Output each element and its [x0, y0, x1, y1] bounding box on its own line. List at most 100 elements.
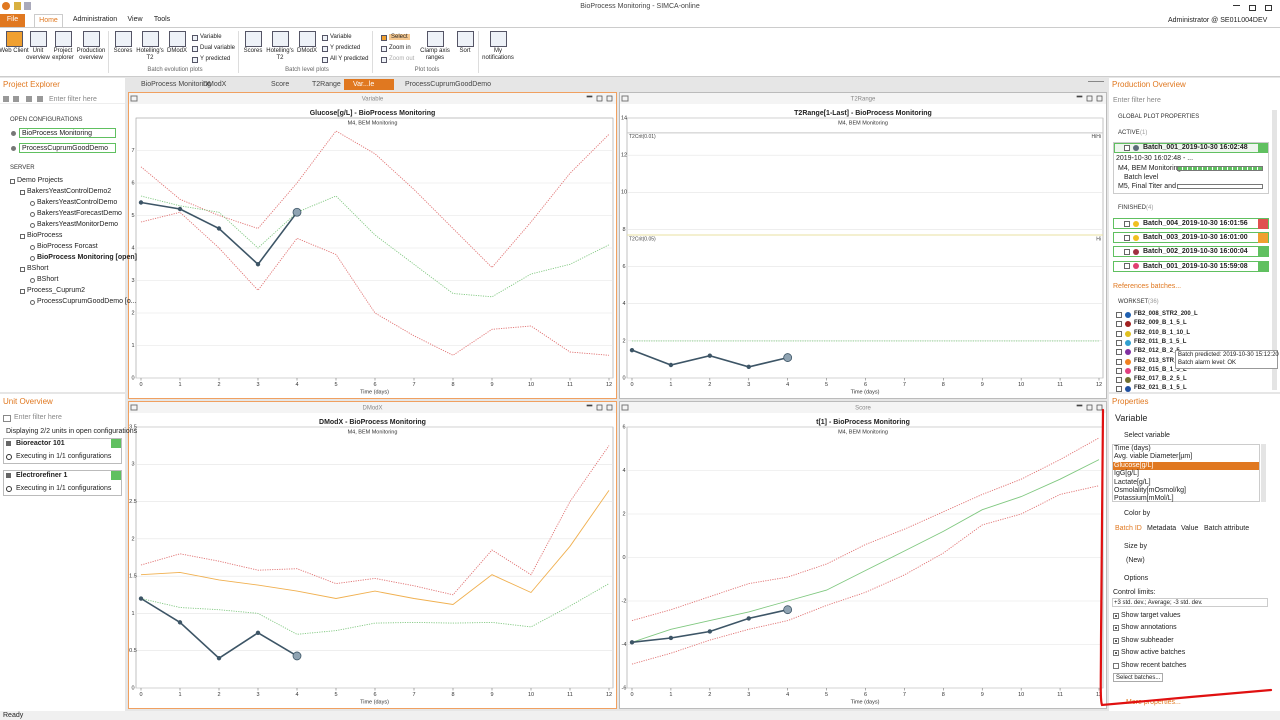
filter-input[interactable]: Enter filter here [14, 414, 62, 421]
variable-item[interactable]: Avg. viable Diameter[µm] [1114, 453, 1193, 461]
ribbon-small-icon[interactable] [322, 57, 328, 63]
link[interactable]: References batches... [1113, 283, 1182, 290]
ribbon-button[interactable]: Project explorer [52, 48, 74, 61]
ribbon-button[interactable]: Clamp axis ranges [420, 48, 450, 61]
window-close[interactable] [1265, 5, 1272, 11]
window-max[interactable] [1249, 5, 1256, 11]
checkbox[interactable] [1116, 377, 1122, 384]
menu-tab[interactable]: Home [34, 14, 63, 27]
ribbon-icon[interactable] [142, 31, 159, 47]
ribbon-button[interactable]: Scores [243, 48, 263, 54]
checkbox[interactable] [1116, 367, 1122, 374]
finished-row[interactable] [1113, 260, 1269, 272]
tree-item[interactable]: BakersYeastControlDemo [37, 199, 118, 206]
unit-card[interactable] [3, 438, 122, 464]
workset-batch[interactable]: FB2_017_B_2_5_L [1134, 376, 1187, 383]
active-card[interactable] [1113, 142, 1269, 194]
menu-tab[interactable]: Tools [153, 16, 171, 23]
unit-card[interactable] [3, 470, 122, 496]
menu-tab[interactable]: Administration [72, 16, 118, 23]
tree-item[interactable]: BakersYeastForecastDemo [37, 210, 122, 217]
workset-batch[interactable]: FB2_015_B_1_5_L [1134, 366, 1187, 373]
ribbon-button[interactable]: Dual variable [200, 45, 236, 51]
workset-batch[interactable]: FB2_009_B_1_5_L [1134, 320, 1187, 327]
ribbon-button[interactable]: Scores [113, 48, 133, 54]
checkbox[interactable] [1113, 625, 1119, 632]
ribbon-button[interactable]: Select [389, 34, 410, 40]
finished-row[interactable] [1113, 218, 1269, 229]
workset-batch[interactable]: FB2_008_STR2_200_L [1134, 311, 1198, 317]
document-tab[interactable]: T2Range [312, 81, 341, 88]
workset-batch[interactable]: FB2_013_STR_2 [1134, 357, 1181, 364]
window-min[interactable] [1233, 5, 1240, 6]
tab-scroll[interactable] [1088, 81, 1104, 87]
ribbon-button[interactable]: Zoom out [389, 56, 415, 62]
ribbon-button[interactable]: Hotelling's T2 [136, 48, 164, 61]
checkbox[interactable] [1116, 321, 1122, 328]
color-tab[interactable]: Batch attribute [1204, 525, 1250, 532]
tree-item[interactable]: BakersYeastControlDemo2 [27, 188, 112, 195]
ribbon-icon[interactable] [490, 31, 507, 47]
ribbon-icon[interactable] [299, 31, 316, 47]
toolbar-icon[interactable] [37, 96, 43, 102]
ribbon-small-icon[interactable] [322, 35, 328, 41]
variable-item[interactable]: Time (days) [1114, 445, 1151, 452]
ribbon-small-icon[interactable] [192, 35, 198, 41]
tree-item[interactable]: BioProcess Monitoring [open] [37, 254, 137, 261]
variable-item[interactable]: Lactate[g/L] [1114, 478, 1151, 486]
color-tab[interactable]: Value [1181, 525, 1199, 532]
ribbon-small-icon[interactable] [192, 57, 198, 63]
checkbox[interactable] [1113, 662, 1119, 669]
variable-item[interactable]: IgG[g/L] [1114, 470, 1139, 478]
ribbon-icon[interactable] [55, 31, 72, 47]
checkbox[interactable] [1116, 386, 1122, 393]
variable-item[interactable]: Osmolality[mOsmol/kg] [1114, 487, 1186, 494]
tree-item[interactable]: BShort [37, 276, 59, 283]
link[interactable]: More properties... [1126, 699, 1181, 706]
checkbox[interactable] [1113, 650, 1119, 657]
workset-batch[interactable]: FB2_021_B_1_5_L [1134, 385, 1187, 392]
ribbon-button[interactable]: Hotelling's T2 [266, 48, 294, 61]
variable-item[interactable]: Potassium[mMol/L] [1114, 495, 1174, 503]
open-config[interactable]: ProcessCuprumGoodDemo [19, 143, 116, 153]
checkbox[interactable] [1124, 248, 1130, 255]
ribbon-button[interactable]: Y predicted [200, 56, 231, 62]
ribbon-icon[interactable] [115, 31, 132, 47]
finished-row[interactable] [1113, 232, 1269, 244]
tree-item[interactable]: Demo Projects [17, 177, 63, 184]
workset-batch[interactable]: FB2_012_B_2_5 [1134, 348, 1180, 355]
menu-tab[interactable]: File [0, 14, 25, 27]
checkbox[interactable] [1113, 637, 1119, 644]
button[interactable]: Select batches... [1113, 673, 1164, 682]
ribbon-icon[interactable] [169, 31, 186, 47]
property-selector[interactable]: Variable [1115, 413, 1148, 423]
checkbox[interactable] [1124, 263, 1130, 270]
tree-item[interactable]: BioProcess Forcast [37, 243, 98, 250]
checkbox[interactable] [1116, 312, 1122, 318]
toolbar-icon[interactable] [13, 96, 19, 102]
ribbon-button[interactable]: Variable [330, 34, 352, 40]
user-menu[interactable]: Administrator @ SE01L004DEV [1168, 17, 1268, 24]
ribbon-button[interactable]: Sort [459, 48, 471, 54]
checkbox[interactable] [1116, 358, 1122, 365]
checkbox[interactable] [1124, 220, 1130, 227]
workset-batch[interactable]: FB2_011_B_1_5_L [1134, 338, 1187, 345]
document-tab[interactable]: DModX [203, 81, 227, 88]
ribbon-button[interactable]: All Y predicted [330, 56, 369, 62]
tree-item[interactable]: BioProcess [27, 232, 63, 239]
ribbon-button[interactable]: Y predicted [330, 45, 361, 51]
document-tab[interactable]: Var...le [344, 79, 394, 90]
tree-item[interactable]: ProcessCuprumGoodDemo [o... [37, 298, 137, 305]
ribbon-button[interactable]: Variable [200, 34, 222, 40]
ribbon-small-icon[interactable] [192, 46, 198, 52]
workset-batch[interactable]: FB2_010_B_1_10_L [1134, 329, 1191, 336]
dropdown[interactable]: +3 std. dev.; Average; -3 std. dev. [1112, 598, 1268, 607]
open-config[interactable]: BioProcess Monitoring [19, 128, 116, 138]
ribbon-small-icon[interactable] [381, 46, 387, 52]
size-option[interactable]: (New) [1126, 557, 1145, 564]
ribbon-icon[interactable] [272, 31, 289, 47]
filter-input[interactable]: Enter filter here [1113, 97, 1161, 104]
ribbon-small-icon[interactable] [381, 35, 387, 41]
ribbon-button[interactable]: DModX [296, 48, 317, 54]
ribbon-button[interactable]: My notifications [482, 48, 514, 61]
